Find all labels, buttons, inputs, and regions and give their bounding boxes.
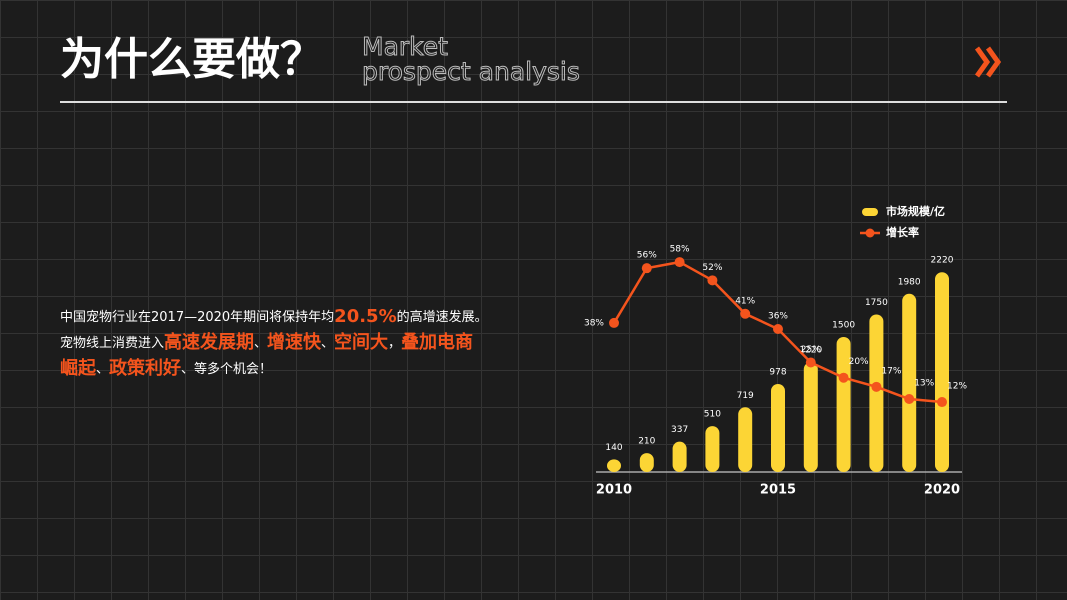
highlight-text: 空间大	[334, 331, 388, 353]
chevron-icon	[974, 46, 1002, 78]
line-marker	[838, 372, 849, 383]
line-label: 52%	[702, 263, 722, 273]
body-text: 、等多个机会！	[181, 361, 272, 377]
highlight-text: 高速发展期	[164, 331, 254, 353]
body-text: 、	[254, 336, 267, 351]
bar	[935, 272, 949, 472]
title: 为什么要做？	[60, 34, 324, 85]
bar-label: 1500	[832, 321, 855, 331]
subtitle: Market	[362, 32, 448, 61]
legend-swatch	[862, 208, 878, 216]
body-text: 、	[321, 336, 334, 351]
bar-label: 1750	[865, 298, 888, 308]
bar	[738, 407, 753, 472]
line-marker	[641, 263, 652, 274]
bar	[902, 293, 917, 472]
bar	[607, 459, 621, 472]
body-text: 中国宠物行业在2017—2020年期间将保持年均	[60, 309, 334, 325]
line-label: 20%	[849, 357, 869, 367]
line-marker	[674, 257, 685, 268]
paragraph-line: 宠物线上消费进入高速发展期、增速快、空间大，叠加电商	[60, 331, 473, 353]
line-marker	[707, 275, 718, 286]
bar-label: 2220	[931, 256, 954, 266]
line-marker	[740, 308, 751, 319]
bar	[705, 426, 720, 472]
highlight-text: 叠加电商	[401, 331, 473, 353]
legend-label: 增长率	[886, 225, 919, 239]
bar-label: 337	[671, 425, 688, 435]
body-text: 宠物线上消费进入	[60, 335, 164, 351]
line-marker	[805, 357, 816, 368]
line-label: 38%	[584, 318, 604, 328]
highlight-text: 20.5%	[334, 306, 396, 327]
x-tick-label: 2020	[924, 483, 960, 498]
bar-label: 1980	[898, 277, 921, 287]
chart: 2010 2015 2020 140 210 337 510 719 978 1220 1500 17…	[584, 204, 967, 498]
body-text: 的高增速发展。	[397, 309, 488, 325]
line-label: 41%	[735, 296, 755, 306]
line-label: 56%	[637, 251, 657, 261]
line-label: 12%	[947, 382, 967, 392]
legend-swatch	[865, 228, 875, 238]
line-marker	[871, 381, 882, 392]
x-tick-label: 2015	[760, 483, 796, 498]
legend-label: 市场规模/亿	[886, 204, 945, 218]
bar	[836, 337, 851, 472]
paragraph: 中国宠物行业在2017—2020年期间将保持年均20.5%的高增速发展。宠物线上…	[60, 306, 488, 379]
line-marker	[773, 324, 783, 335]
x-tick-label: 2010	[596, 483, 632, 498]
bar	[639, 453, 654, 472]
bar-label: 210	[638, 437, 655, 447]
bar-label: 719	[737, 391, 754, 401]
line-label: 13%	[914, 378, 934, 388]
highlight-text: 政策利好	[109, 357, 181, 379]
bar-label: 510	[704, 410, 721, 420]
body-text: ，	[388, 336, 401, 351]
line-marker	[609, 317, 619, 328]
line-label: 58%	[670, 245, 690, 255]
subtitle: prospect analysis	[362, 57, 580, 86]
paragraph-line: 中国宠物行业在2017—2020年期间将保持年均20.5%的高增速发展。	[60, 306, 488, 327]
bar	[771, 383, 785, 472]
line-label: 25%	[801, 345, 821, 355]
paragraph-line: 崛起、政策利好、等多个机会！	[60, 357, 272, 379]
body-text: 、	[96, 362, 109, 377]
line-label: 36%	[768, 312, 788, 322]
bar-label: 1220	[799, 346, 822, 356]
bar	[869, 314, 884, 472]
highlight-text: 崛起	[60, 357, 97, 379]
bar	[803, 362, 818, 472]
line-label: 17%	[881, 366, 901, 376]
bar	[672, 441, 687, 472]
line-marker	[937, 397, 947, 408]
bar-label: 978	[769, 367, 786, 377]
bar-label: 140	[605, 443, 622, 453]
highlight-text: 增速快	[267, 331, 322, 353]
line-marker	[904, 393, 915, 404]
